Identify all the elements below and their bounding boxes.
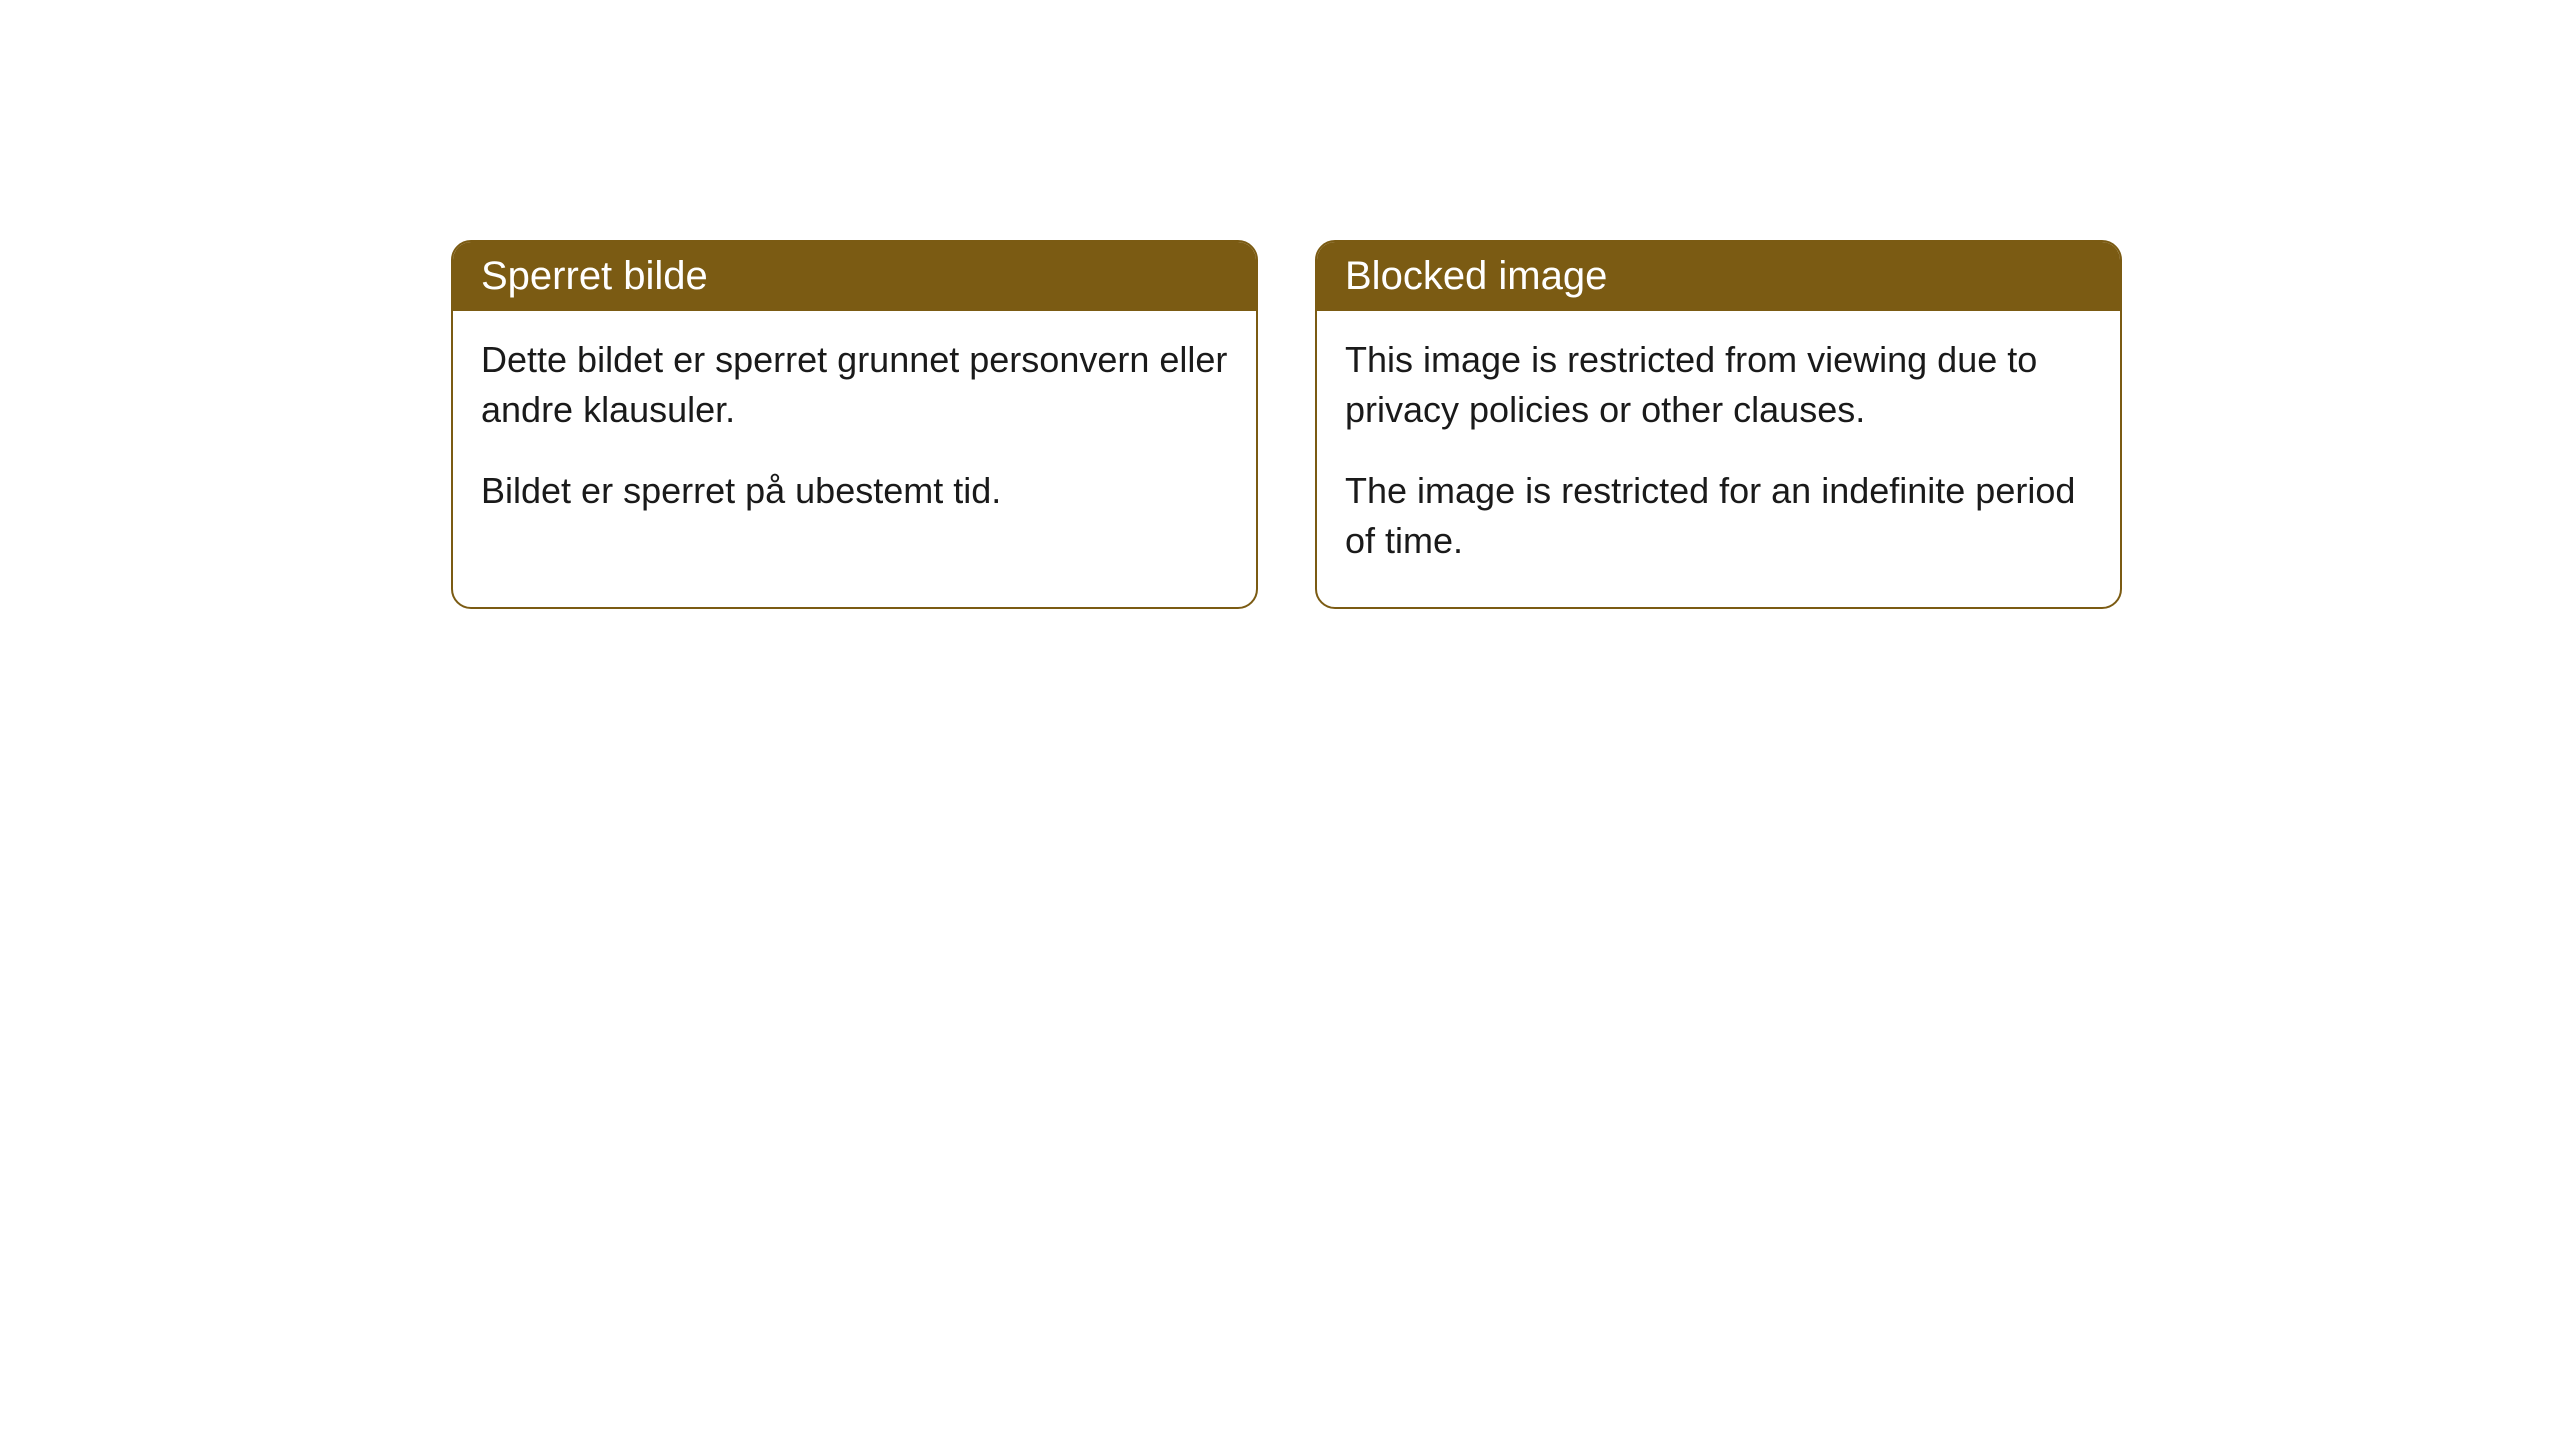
card-paragraph: The image is restricted for an indefinit… [1345,466,2092,567]
notice-cards-container: Sperret bilde Dette bildet er sperret gr… [451,240,2122,609]
card-header: Sperret bilde [453,242,1256,311]
blocked-image-card-norwegian: Sperret bilde Dette bildet er sperret gr… [451,240,1258,609]
card-title: Sperret bilde [481,254,708,298]
card-paragraph: This image is restricted from viewing du… [1345,335,2092,436]
card-paragraph: Dette bildet er sperret grunnet personve… [481,335,1228,436]
card-body: Dette bildet er sperret grunnet personve… [453,311,1256,556]
card-title: Blocked image [1345,254,1607,298]
card-body: This image is restricted from viewing du… [1317,311,2120,607]
card-header: Blocked image [1317,242,2120,311]
blocked-image-card-english: Blocked image This image is restricted f… [1315,240,2122,609]
card-paragraph: Bildet er sperret på ubestemt tid. [481,466,1228,516]
